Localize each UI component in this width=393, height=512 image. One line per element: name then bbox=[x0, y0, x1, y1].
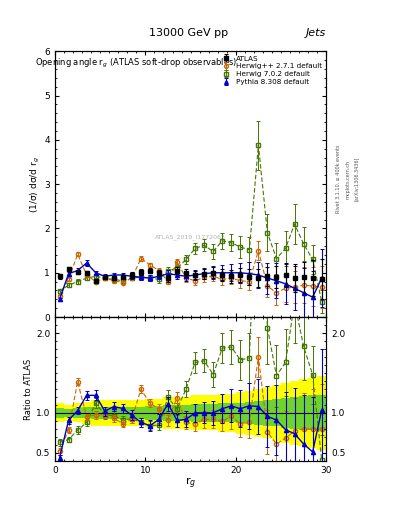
Legend: ATLAS, Herwig++ 2.7.1 default, Herwig 7.0.2 default, Pythia 8.308 default: ATLAS, Herwig++ 2.7.1 default, Herwig 7.… bbox=[215, 53, 325, 88]
Text: ATLAS_2019_I1772062: ATLAS_2019_I1772062 bbox=[155, 234, 226, 240]
Text: 13000 GeV pp: 13000 GeV pp bbox=[149, 28, 228, 38]
Text: mcplots.cern.ch: mcplots.cern.ch bbox=[345, 160, 350, 199]
Y-axis label: (1/σ) dσ/d r$_g$: (1/σ) dσ/d r$_g$ bbox=[29, 156, 42, 212]
Text: Opening angle r$_g$ (ATLAS soft-drop observables): Opening angle r$_g$ (ATLAS soft-drop obs… bbox=[35, 56, 237, 70]
Text: Rivet 3.1.10, ≥ 400k events: Rivet 3.1.10, ≥ 400k events bbox=[336, 145, 341, 214]
Text: Jets: Jets bbox=[306, 28, 326, 38]
Y-axis label: Ratio to ATLAS: Ratio to ATLAS bbox=[24, 358, 33, 419]
X-axis label: r$_g$: r$_g$ bbox=[185, 476, 196, 492]
Text: [arXiv:1306.3436]: [arXiv:1306.3436] bbox=[354, 157, 359, 201]
